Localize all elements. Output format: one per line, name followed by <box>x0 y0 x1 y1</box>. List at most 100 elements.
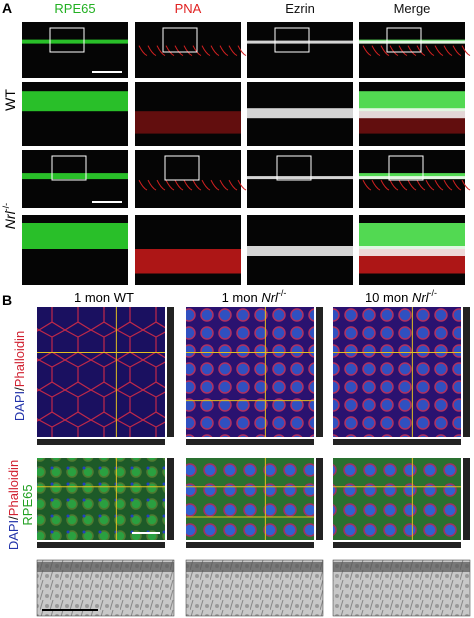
column-header: Ezrin <box>285 1 315 16</box>
micrograph <box>135 150 241 208</box>
histology-rpe <box>37 562 174 572</box>
row-label: DAPI/Phalloidin <box>12 331 27 421</box>
micrograph <box>22 22 128 78</box>
rpe-band <box>359 223 465 249</box>
pna-stripe <box>371 179 381 191</box>
pna-stripe <box>156 179 166 191</box>
prefix: 1 mon <box>222 290 262 305</box>
rpe-band <box>22 39 128 44</box>
panel-a-images <box>22 22 471 285</box>
stain: DAPI <box>6 520 21 550</box>
pna-stripe <box>425 45 435 57</box>
pna-stripe <box>237 179 247 191</box>
side-projection <box>463 307 470 437</box>
side-projection <box>167 458 174 540</box>
ezrin-band <box>247 108 353 119</box>
ezrin-band <box>359 40 465 44</box>
confocal-image <box>186 458 314 540</box>
column-header: RPE65 <box>54 1 95 16</box>
ezrin-band <box>359 176 465 180</box>
inset-box <box>274 27 310 53</box>
bottom-projection <box>37 542 165 548</box>
pna-stripe <box>425 179 435 191</box>
gene: Nrl <box>412 290 430 305</box>
pna-stripe <box>380 45 390 57</box>
pna-stripe <box>380 179 390 191</box>
bottom-projection <box>186 439 314 445</box>
micrograph <box>359 22 465 78</box>
pna-stripe <box>461 45 471 57</box>
bottom-projection <box>37 439 165 445</box>
rpe-band <box>359 91 465 112</box>
pna-stripe <box>219 179 229 191</box>
bottom-projection <box>186 542 314 548</box>
separator: / <box>6 516 21 520</box>
pna-stripe <box>416 179 426 191</box>
bottom-projection <box>333 439 461 445</box>
panel-label: A <box>2 0 12 16</box>
pna-band <box>135 249 241 274</box>
superscript: -/- <box>1 203 11 212</box>
pna-stripe <box>443 179 453 191</box>
pna-stripe <box>362 179 372 191</box>
pna-stripe <box>389 179 399 191</box>
ezrin-band <box>247 246 353 256</box>
row-label: DAPI/Phalloidin <box>6 460 21 550</box>
pna-stripe <box>219 45 229 57</box>
inset-box <box>162 27 198 53</box>
pna-stripe <box>371 45 381 57</box>
histology-rpe <box>186 562 323 572</box>
stain: Phalloidin <box>6 460 21 516</box>
pna-stripe <box>407 179 417 191</box>
column-header: 10 mon Nrl-/- <box>365 288 437 305</box>
confocal-image <box>37 307 165 437</box>
micrograph <box>247 22 353 78</box>
stain: Phalloidin <box>12 331 27 387</box>
pna-stripe <box>434 45 444 57</box>
confocal-image <box>186 307 314 437</box>
side-projection <box>316 458 323 540</box>
pna-stripe <box>452 45 462 57</box>
panel-label: B <box>2 292 12 308</box>
pna-stripe <box>138 179 148 191</box>
confocal-image <box>333 458 461 540</box>
column-header: 1 mon WT <box>74 290 134 305</box>
ezrin-band <box>247 176 353 180</box>
pna-stripe <box>201 45 211 57</box>
inset-box <box>276 155 312 181</box>
pna-stripe <box>398 179 408 191</box>
pna-stripe <box>443 45 453 57</box>
pna-stripe <box>201 179 211 191</box>
pna-stripe <box>210 45 220 57</box>
row-label: RPE65 <box>20 484 35 525</box>
panel-b-images <box>36 307 471 617</box>
rpe-band <box>22 173 128 180</box>
pna-stripe <box>461 179 471 191</box>
column-header: Merge <box>394 1 431 16</box>
confocal-image <box>37 458 165 540</box>
pna-band <box>135 111 241 134</box>
superscript: -/- <box>429 288 438 298</box>
pna-stripe <box>362 45 372 57</box>
pna-stripe <box>147 179 157 191</box>
pna-stripe <box>192 179 202 191</box>
confocal-image <box>333 307 461 437</box>
row-label: Nrl-/- <box>1 203 18 229</box>
pna-stripe <box>165 179 175 191</box>
pna-stripe <box>147 45 157 57</box>
bottom-projection <box>333 542 461 548</box>
gene: Nrl <box>2 210 18 229</box>
inset-box <box>386 27 422 53</box>
inset-box <box>388 155 424 181</box>
pna-stripe <box>434 179 444 191</box>
ezrin-band <box>247 40 353 44</box>
pna-stripe <box>156 45 166 57</box>
histology-rpe <box>333 562 470 572</box>
micrograph <box>135 22 241 78</box>
side-projection <box>167 307 174 437</box>
pna-stripe <box>183 179 193 191</box>
ezrin-band <box>359 246 465 256</box>
rpe-band <box>22 223 128 249</box>
